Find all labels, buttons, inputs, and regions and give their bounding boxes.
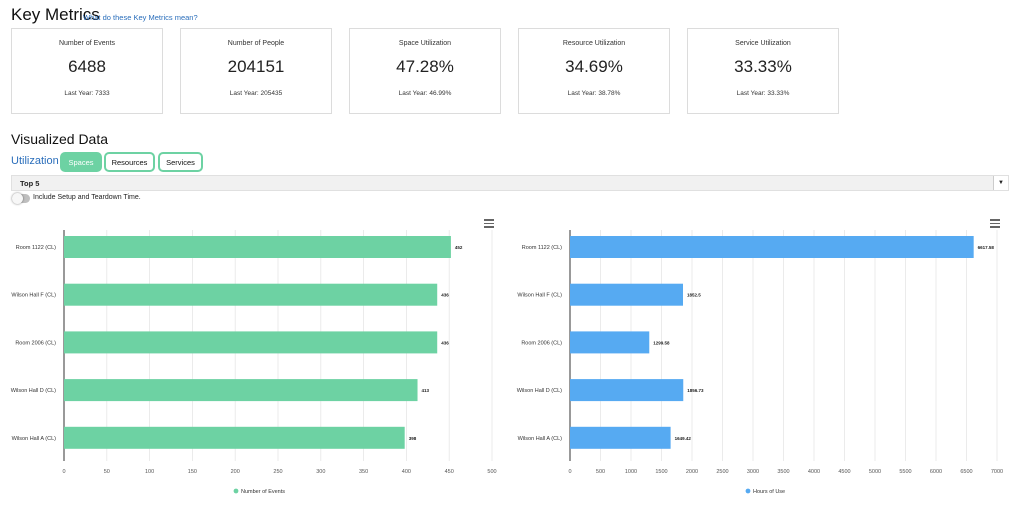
legend-label[interactable]: Hours of Use	[753, 489, 785, 495]
x-tick-label: 4000	[808, 469, 820, 475]
metric-label: Number of Events	[58, 40, 116, 47]
x-tick-label: 1500	[655, 469, 667, 475]
x-tick-label: 500	[487, 469, 496, 475]
caret-down-icon[interactable]: ▼	[993, 176, 1008, 190]
data-label: 1856.73	[687, 388, 704, 393]
x-tick-label: 300	[316, 469, 325, 475]
top-n-select[interactable]: Top 5 ▼	[11, 175, 1009, 191]
category-label: Wilson Hall F (CL)	[11, 293, 56, 299]
legend-label[interactable]: Number of Events	[241, 489, 285, 495]
x-tick-label: 3500	[777, 469, 789, 475]
x-tick-label: 5000	[869, 469, 881, 475]
hamburger-menu-icon[interactable]	[990, 219, 1000, 228]
x-tick-label: 500	[596, 469, 605, 475]
metric-card-space-utilization: Space Utilization 47.28% Last Year: 46.9…	[349, 28, 501, 114]
category-label: Wilson Hall D (CL)	[11, 388, 56, 394]
metric-last-year: Last Year: 46.99%	[398, 90, 452, 97]
visualized-data-title: Visualized Data	[11, 131, 109, 147]
x-tick-label: 150	[188, 469, 197, 475]
data-label: 452	[455, 245, 463, 250]
legend-marker	[745, 488, 751, 494]
tab-services[interactable]: Services	[158, 152, 203, 172]
x-tick-label: 350	[359, 469, 368, 475]
metric-last-year: Last Year: 38.78%	[567, 90, 621, 97]
utilization-label: Utilization	[11, 155, 59, 167]
key-metrics-help-link[interactable]: What do these Key Metrics mean?	[83, 13, 198, 22]
x-tick-label: 100	[145, 469, 154, 475]
data-label: 6617.58	[978, 245, 995, 250]
x-tick-label: 3000	[747, 469, 759, 475]
category-label: Room 2006 (CL)	[15, 340, 56, 346]
category-label: Wilson Hall D (CL)	[517, 388, 562, 394]
x-tick-label: 2500	[716, 469, 728, 475]
bar[interactable]	[570, 331, 650, 354]
events-bar-chart: 0 50 100 150 200 250 300 350 400 450 500 Room 1122 …	[11, 230, 497, 495]
bar[interactable]	[570, 283, 684, 306]
metric-card-events: Number of Events 6488 Last Year: 7333	[11, 28, 163, 114]
x-tick-label: 2000	[686, 469, 698, 475]
x-tick-label: 50	[104, 469, 110, 475]
category-label: Wilson Hall F (CL)	[517, 293, 562, 299]
bar[interactable]	[64, 426, 405, 449]
category-label: Room 2006 (CL)	[521, 340, 562, 346]
legend-marker	[233, 488, 239, 494]
metric-last-year: Last Year: 7333	[64, 90, 110, 97]
metric-value: 6488	[68, 57, 106, 76]
data-label: 398	[409, 436, 417, 441]
x-tick-label: 200	[231, 469, 240, 475]
metric-label: Service Utilization	[735, 40, 791, 47]
data-label: 413	[422, 388, 430, 393]
x-tick-label: 7000	[991, 469, 1003, 475]
bar[interactable]	[570, 379, 684, 402]
setup-teardown-toggle[interactable]	[12, 193, 30, 204]
x-tick-label: 0	[62, 469, 65, 475]
metric-label: Resource Utilization	[562, 40, 626, 47]
toggle-knob	[12, 193, 23, 204]
metric-label: Space Utilization	[398, 40, 452, 47]
metric-value: 34.69%	[565, 57, 623, 76]
metric-card-people: Number of People 204151 Last Year: 20543…	[180, 28, 332, 114]
x-tick-label: 4500	[838, 469, 850, 475]
tab-resources[interactable]: Resources	[104, 152, 155, 172]
x-tick-label: 6500	[960, 469, 972, 475]
hamburger-menu-icon[interactable]	[484, 219, 494, 228]
x-tick-label: 250	[273, 469, 282, 475]
setup-teardown-toggle-label: Include Setup and Teardown Time.	[33, 194, 141, 201]
metric-card-resource-utilization: Resource Utilization 34.69% Last Year: 3…	[518, 28, 670, 114]
hours-bar-chart: 0 500 1000 1500 2000 2500 3000 3500 4000 4500 5000…	[517, 230, 1003, 495]
x-tick-label: 1000	[625, 469, 637, 475]
metric-label: Number of People	[227, 40, 285, 47]
x-tick-label: 5500	[899, 469, 911, 475]
metric-last-year: Last Year: 33.33%	[736, 90, 790, 97]
x-tick-label: 0	[568, 469, 571, 475]
category-label: Room 1122 (CL)	[522, 245, 562, 251]
x-tick-label: 6000	[930, 469, 942, 475]
bar[interactable]	[64, 379, 418, 402]
category-label: Room 1122 (CL)	[16, 245, 56, 251]
category-label: Wilson Hall A (CL)	[518, 436, 562, 442]
data-label: 436	[441, 293, 449, 298]
data-label: 1649.42	[675, 436, 692, 441]
x-tick-label: 400	[402, 469, 411, 475]
bar[interactable]	[570, 426, 671, 449]
data-label: 1852.5	[687, 293, 701, 298]
bar[interactable]	[64, 236, 451, 258]
category-label: Wilson Hall A (CL)	[12, 436, 56, 442]
metric-card-service-utilization: Service Utilization 33.33% Last Year: 33…	[687, 28, 839, 114]
metric-last-year: Last Year: 205435	[229, 90, 283, 97]
bar[interactable]	[64, 283, 438, 306]
metric-value: 47.28%	[396, 57, 454, 76]
data-label: 436	[441, 340, 449, 345]
key-metrics-title: Key Metrics	[11, 5, 100, 24]
tab-spaces[interactable]: Spaces	[60, 152, 102, 172]
metric-value: 33.33%	[734, 57, 792, 76]
metric-value: 204151	[227, 57, 285, 76]
bar[interactable]	[570, 236, 974, 258]
bar[interactable]	[64, 331, 438, 354]
top-n-select-value: Top 5	[20, 179, 40, 188]
data-label: 1299.58	[653, 340, 670, 345]
x-tick-label: 450	[445, 469, 454, 475]
